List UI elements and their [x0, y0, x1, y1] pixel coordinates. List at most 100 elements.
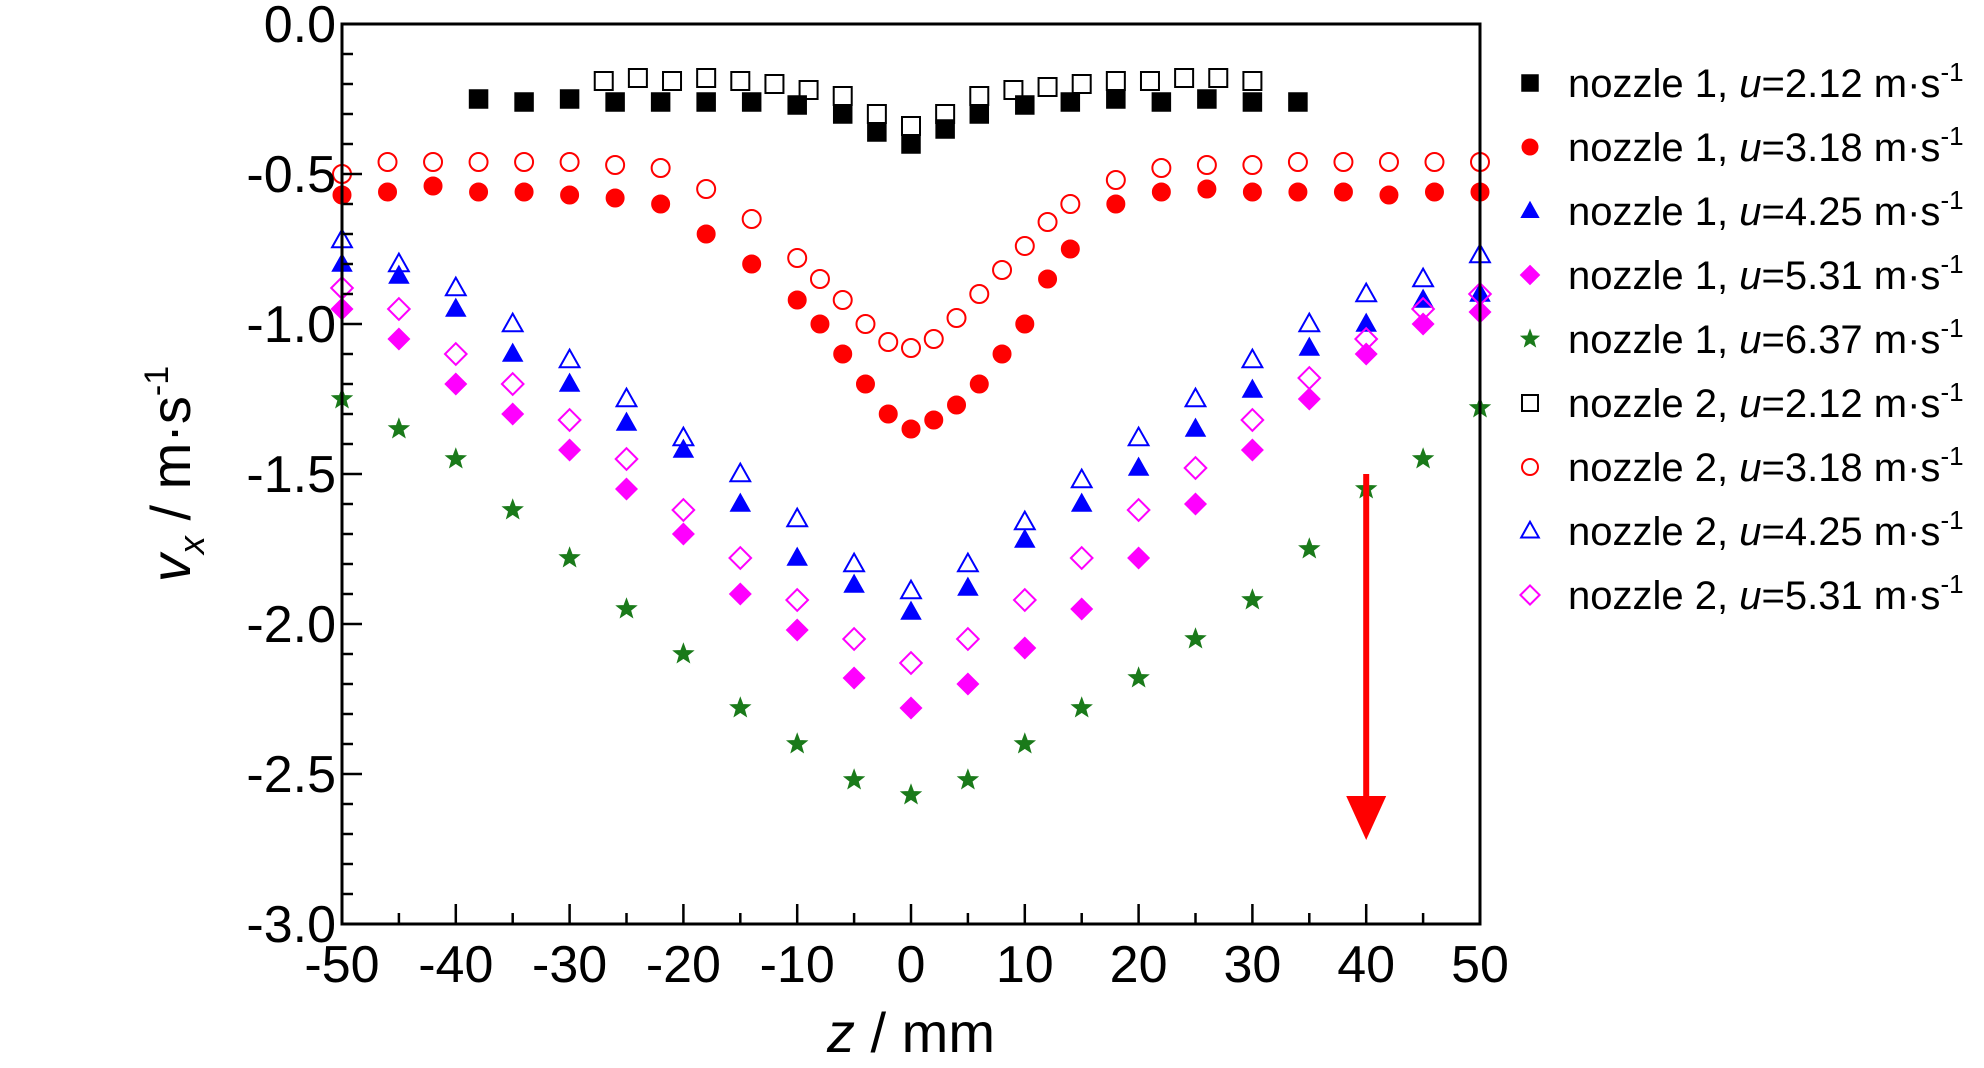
data-point [1411, 447, 1435, 469]
data-point [741, 92, 762, 112]
data-point [810, 314, 830, 334]
data-point [843, 573, 865, 593]
axes: -50 -40 -30 -20 -10 0 10 20 30 40 50 0.0 -0.5 -1.0 -1.… [138, 0, 1509, 1064]
data-point [1139, 71, 1160, 91]
data-point [842, 666, 866, 690]
data-point [1014, 236, 1035, 256]
data-point [1333, 152, 1354, 172]
data-point [1038, 269, 1058, 289]
data-point [1105, 71, 1126, 91]
legend-marker [1520, 200, 1540, 218]
data-point [696, 224, 716, 244]
x-tick-label: 20 [1110, 936, 1168, 994]
x-tick-label: -30 [532, 936, 607, 994]
data-point [1015, 314, 1035, 334]
x-axis-label: z / mm [826, 1001, 995, 1063]
data-point [514, 152, 535, 172]
data-point [1126, 497, 1151, 523]
data-point [899, 578, 923, 600]
data-point [469, 182, 489, 202]
x-tick-label: 30 [1223, 936, 1281, 994]
data-point [935, 119, 955, 139]
data-point [1298, 537, 1321, 559]
x-tick-label: 0 [897, 936, 926, 994]
data-point [468, 89, 489, 109]
data-point [557, 347, 582, 369]
data-point [500, 371, 525, 397]
data-point [615, 411, 638, 431]
data-point [1013, 509, 1037, 531]
data-point [956, 672, 980, 696]
data-point [855, 314, 876, 334]
x-tick-label: -10 [760, 936, 835, 994]
data-point [1106, 194, 1126, 214]
data-point [1060, 194, 1081, 214]
data-point [1174, 68, 1195, 88]
data-point [1197, 179, 1217, 199]
data-point [696, 179, 717, 199]
y-tick-label: -1.5 [246, 446, 336, 504]
series-2 [332, 176, 1490, 439]
data-point [785, 506, 809, 528]
data-point [1127, 546, 1151, 570]
data-point [947, 395, 967, 415]
data-point [1126, 425, 1151, 447]
legend-item: nozzle 2, u=5.31 m·s-1 [1518, 569, 1964, 618]
data-point [924, 410, 944, 430]
data-point [728, 545, 753, 571]
data-point [387, 327, 411, 351]
data-point [1127, 666, 1150, 688]
data-point [672, 438, 695, 458]
data-point [1378, 152, 1399, 172]
data-point [650, 92, 671, 112]
data-point [956, 551, 980, 573]
x-tick-label: -20 [646, 936, 721, 994]
data-point [593, 71, 614, 91]
data-point [1297, 387, 1321, 411]
data-point [1353, 326, 1379, 352]
data-point [1196, 155, 1217, 175]
data-point [1241, 378, 1264, 398]
data-point [501, 402, 525, 426]
data-point [558, 372, 581, 392]
data-point [1297, 365, 1322, 391]
data-point [956, 768, 980, 790]
data-point [729, 696, 752, 718]
data-point [787, 290, 807, 310]
x-tick-label: 50 [1451, 936, 1509, 994]
data-point [501, 342, 524, 362]
series-7 [332, 152, 1490, 358]
series-8 [330, 227, 1492, 600]
data-point [444, 372, 468, 396]
data-point [1014, 528, 1036, 548]
data-point [614, 446, 639, 472]
data-point [1424, 152, 1445, 172]
data-point [935, 104, 956, 124]
legend-item: nozzle 1, u=4.25 m·s-1 [1520, 185, 1964, 234]
data-point [627, 68, 648, 88]
legend-label: nozzle 2, u=5.31 m·s-1 [1568, 569, 1964, 618]
data-point [809, 269, 830, 289]
data-point [605, 188, 625, 208]
plot-area [329, 68, 1493, 840]
legend-label: nozzle 1, u=6.37 m·s-1 [1568, 313, 1964, 362]
y-tick-label: -2.0 [246, 596, 336, 654]
data-point [614, 386, 639, 408]
data-point [992, 344, 1012, 364]
data-point [1242, 155, 1263, 175]
legend-label: nozzle 1, u=4.25 m·s-1 [1568, 185, 1964, 234]
data-point [832, 104, 853, 124]
data-point [728, 461, 752, 483]
data-point [1355, 312, 1377, 332]
data-point [443, 341, 469, 367]
data-point [378, 182, 398, 202]
legend-marker [1519, 328, 1541, 348]
x-tick-label: 40 [1337, 936, 1395, 994]
data-point [1354, 281, 1378, 303]
y-tick-label: -3.0 [246, 896, 336, 954]
data-point [444, 275, 468, 297]
data-point [671, 425, 696, 447]
data-point [728, 582, 752, 606]
